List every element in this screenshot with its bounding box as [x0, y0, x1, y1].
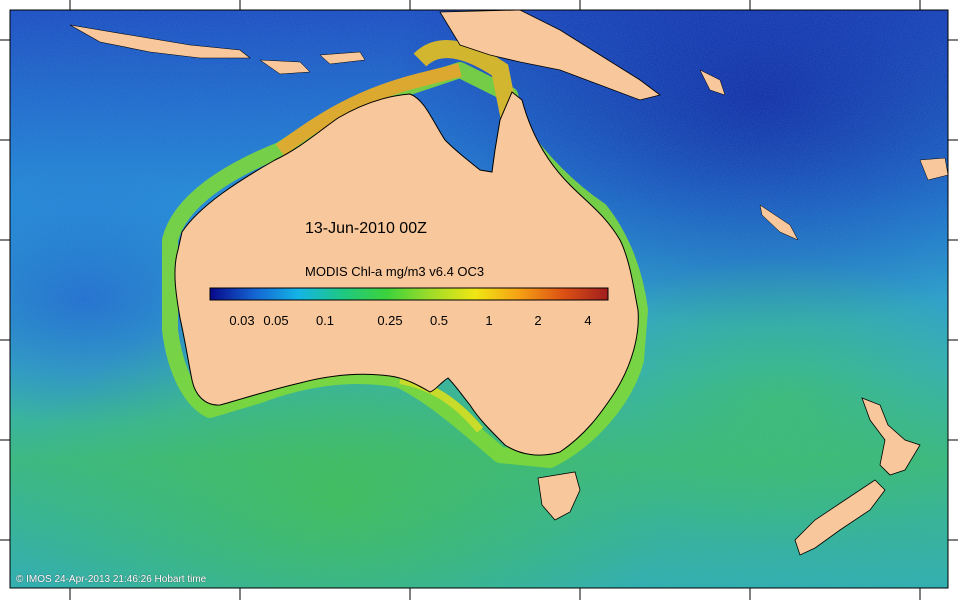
colorbar-tick: 0.25: [377, 313, 403, 328]
colorbar-title: MODIS Chl-a mg/m3 v6.4 OC3: [305, 264, 485, 279]
colorbar-tick: 2: [534, 313, 542, 328]
map-title: 13-Jun-2010 00Z: [305, 220, 427, 237]
colorbar: [209, 287, 609, 301]
colorbar-tick: 1: [485, 313, 493, 328]
colorbar-tick: 0.03: [229, 313, 255, 328]
copyright-credit: © IMOS 24-Apr-2013 21:46:26 Hobart time: [16, 574, 207, 585]
new-guinea-landmass: [439, 9, 661, 101]
colorbar-tick: 0.5: [429, 313, 449, 328]
colorbar-tick: 0.1: [315, 313, 335, 328]
colorbar-gradient: [209, 287, 609, 301]
map-frame: [9, 9, 949, 589]
tasmania-landmass: [537, 471, 581, 521]
new-zealand-south-island: [794, 479, 886, 556]
new-zealand-north-island: [861, 397, 921, 476]
colorbar-tick: 4: [584, 313, 592, 328]
australia-landmass: [174, 91, 639, 456]
colorbar-tick: 0.05: [263, 313, 289, 328]
indonesia-islands: [69, 24, 251, 59]
